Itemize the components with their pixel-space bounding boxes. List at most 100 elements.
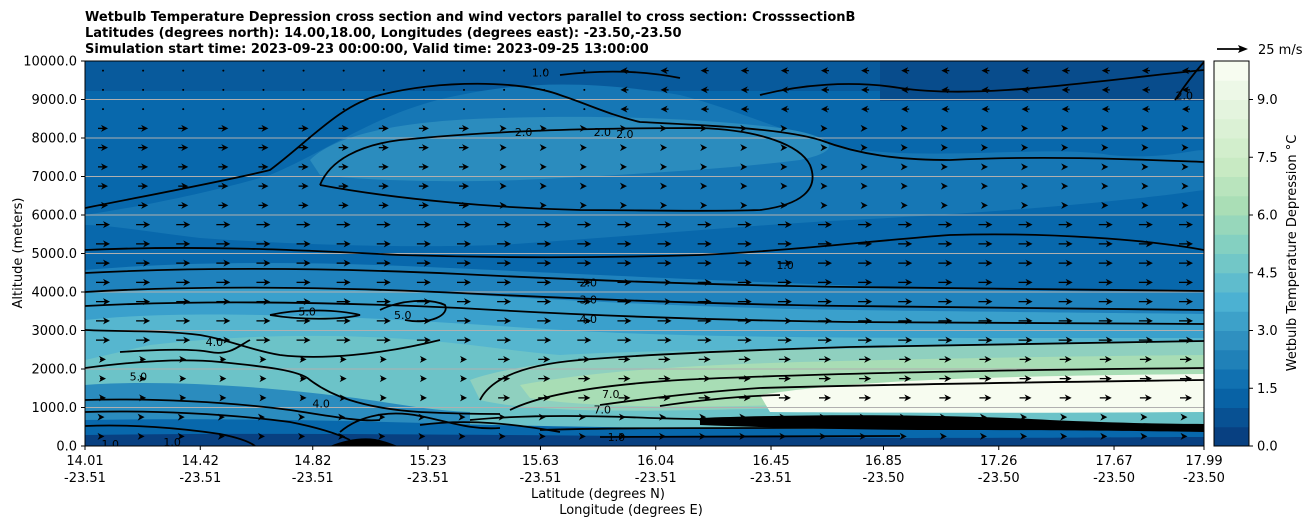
wind-vector xyxy=(860,163,868,171)
wind-vector xyxy=(619,182,627,190)
wind-vector xyxy=(418,432,426,440)
wind-vector xyxy=(497,259,512,267)
wind-vector xyxy=(980,201,988,209)
wind-reference-key: 25 m/s xyxy=(1217,43,1303,58)
wind-vector xyxy=(222,108,225,111)
wind-vector xyxy=(1101,201,1109,209)
wind-vector xyxy=(1098,317,1113,325)
wind-vector xyxy=(1060,432,1068,440)
wind-vector xyxy=(819,413,827,421)
wind-vector xyxy=(538,413,546,421)
wind-vector xyxy=(1180,375,1192,383)
wind-vector xyxy=(136,278,151,286)
wind-vector xyxy=(1180,413,1188,421)
wind-vector xyxy=(617,240,632,248)
wind-vector xyxy=(98,124,108,132)
wind-vector xyxy=(861,67,870,75)
wind-vector xyxy=(1101,86,1110,94)
wind-vector xyxy=(139,394,147,402)
wind-vector xyxy=(940,201,948,209)
wind-vector xyxy=(821,86,829,94)
wind-vector xyxy=(901,105,910,113)
wind-vector xyxy=(859,413,867,421)
wind-vector xyxy=(96,240,110,248)
wind-vector xyxy=(376,240,391,248)
contour-26 xyxy=(419,421,561,433)
wind-vector xyxy=(1182,105,1190,113)
wind-vector xyxy=(418,163,429,171)
wind-vector xyxy=(619,201,627,209)
wind-vector xyxy=(142,69,145,72)
wind-vector xyxy=(457,317,471,325)
y-axis-label: Altitude (meters) xyxy=(11,198,26,309)
wind-vector xyxy=(978,221,993,229)
wind-vector xyxy=(577,240,592,248)
wind-vector xyxy=(1059,394,1072,402)
wind-vector xyxy=(258,124,269,132)
wind-vector xyxy=(543,108,546,111)
wind-reference-arrowhead xyxy=(1238,45,1248,53)
wind-vector xyxy=(1061,86,1070,94)
wind-vector xyxy=(539,144,547,152)
wind-vector xyxy=(617,336,632,344)
wind-vector xyxy=(178,124,189,132)
x-tick-label-lat: 14.01 xyxy=(66,454,103,469)
wind-vector xyxy=(658,375,671,383)
wind-vector xyxy=(1021,67,1030,75)
wind-vector xyxy=(980,144,988,152)
wind-vector xyxy=(1139,394,1152,402)
upper-light-region xyxy=(310,116,829,182)
wind-vector xyxy=(1019,375,1032,383)
wind-vector xyxy=(740,201,748,209)
wind-vector xyxy=(657,240,672,248)
wind-vector xyxy=(459,201,469,209)
wind-vector xyxy=(1141,201,1149,209)
wind-vector xyxy=(498,413,506,421)
colorbar xyxy=(1214,61,1249,447)
y-tick-label: 0.0 xyxy=(56,440,77,455)
wind-vector xyxy=(1061,182,1069,190)
wind-vector xyxy=(777,278,792,286)
x-axis-label-latitude: Latitude (degrees N) xyxy=(531,487,665,502)
wind-vector xyxy=(1061,105,1070,113)
y-tick-label: 3000.0 xyxy=(32,324,78,339)
wind-vector xyxy=(458,413,466,421)
wind-vector xyxy=(1021,105,1030,113)
wind-vector xyxy=(416,259,431,267)
wind-vector xyxy=(818,317,832,325)
wind-vector xyxy=(819,355,831,363)
wind-vector xyxy=(1179,317,1193,325)
wind-vector xyxy=(938,336,953,344)
wind-vector xyxy=(699,432,707,440)
wind-vector xyxy=(820,144,828,152)
wind-vector xyxy=(979,413,987,421)
wind-vector xyxy=(819,432,827,440)
wind-vector xyxy=(296,259,311,267)
wind-vector xyxy=(179,375,187,383)
terrain-bump xyxy=(330,438,398,446)
wind-vector xyxy=(382,69,385,72)
wind-vector xyxy=(338,413,346,421)
x-tick-label-lon: -23.50 xyxy=(1183,471,1225,486)
y-tick-label: 1000.0 xyxy=(32,401,78,416)
wind-vector xyxy=(939,355,952,363)
wind-vector xyxy=(779,432,787,440)
wind-vector xyxy=(1141,163,1149,171)
wind-reference-label: 25 m/s xyxy=(1258,43,1303,58)
wind-vector xyxy=(1018,278,1033,286)
wind-vector xyxy=(899,413,907,421)
wind-vector xyxy=(458,432,466,440)
wind-vector xyxy=(820,163,828,171)
wind-vector xyxy=(543,69,546,72)
wind-vector xyxy=(460,375,467,383)
wind-vector xyxy=(538,394,551,402)
wind-vector xyxy=(139,355,147,363)
wind-vector xyxy=(463,108,465,111)
wind-vector xyxy=(499,182,507,190)
wind-vector xyxy=(898,278,913,286)
wind-vector xyxy=(256,240,271,248)
x-tick-label-lon: -23.51 xyxy=(750,471,792,486)
wind-vector xyxy=(299,394,307,402)
wind-vector xyxy=(1179,221,1193,229)
wind-vector xyxy=(618,432,626,440)
